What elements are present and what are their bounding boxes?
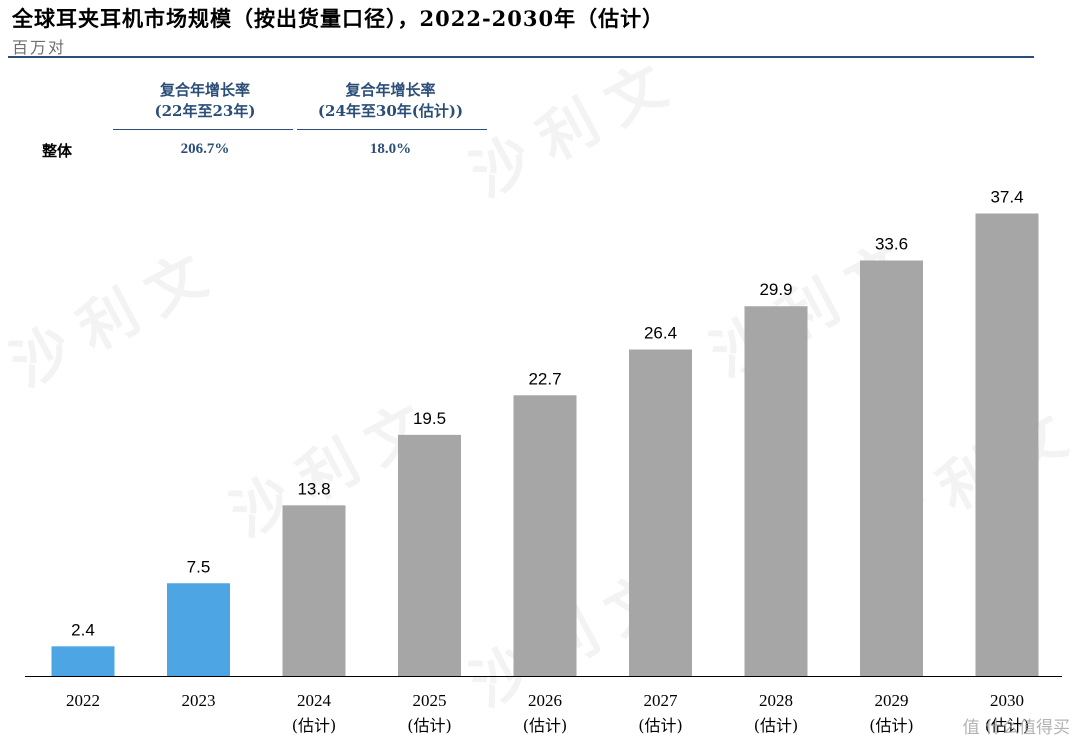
data-label-2026: 22.7 bbox=[528, 369, 561, 388]
bar-2023 bbox=[167, 583, 230, 676]
data-label-2024: 13.8 bbox=[297, 479, 330, 498]
x-tick-sublabel-2029: (估计) bbox=[869, 716, 914, 735]
x-tick-sublabel-2030: (估计) bbox=[985, 716, 1030, 735]
x-tick-label-2027: 2027 bbox=[644, 691, 679, 710]
x-tick-sublabel-2027: (估计) bbox=[638, 716, 683, 735]
cagr-value-2: 18.0% bbox=[369, 141, 412, 157]
x-tick-sublabel-2024: (估计) bbox=[292, 716, 337, 735]
cagr-header-underline-2 bbox=[297, 129, 487, 130]
cagr-header-1-line-2: (22年至23年) bbox=[154, 102, 256, 120]
title-rule bbox=[8, 56, 1034, 58]
bar-2026 bbox=[513, 395, 577, 676]
x-tick-label-2022: 2022 bbox=[66, 691, 100, 710]
bar-2027 bbox=[629, 349, 692, 676]
data-label-2025: 19.5 bbox=[413, 409, 446, 428]
data-label-2028: 29.9 bbox=[759, 280, 792, 299]
bar-2025 bbox=[398, 434, 461, 676]
bar-2022 bbox=[51, 646, 115, 676]
cagr-value-1: 206.7% bbox=[180, 141, 230, 157]
cagr-header-2-line-2: (24年至30年(估计)) bbox=[317, 102, 464, 120]
cagr-header-2: 复合年增长率 (24年至30年(估计)) bbox=[298, 80, 483, 122]
cagr-row-label: 整体 bbox=[42, 142, 73, 160]
x-tick-sublabel-2026: (估计) bbox=[523, 716, 568, 735]
bar-2030 bbox=[975, 213, 1039, 676]
cagr-header-2-line-1: 复合年增长率 bbox=[345, 81, 436, 99]
cagr-header-underline-1 bbox=[113, 129, 293, 130]
unit-label: 百万对 bbox=[12, 38, 67, 57]
corner-logo: 值 什么值得买 bbox=[962, 718, 1070, 738]
x-tick-label-2028: 2028 bbox=[759, 691, 793, 710]
x-tick-label-2023: 2023 bbox=[182, 691, 216, 710]
bar-2024 bbox=[282, 505, 346, 676]
x-tick-sublabel-2025: (估计) bbox=[407, 716, 452, 735]
data-label-2023: 7.5 bbox=[187, 557, 211, 576]
cagr-header-1: 复合年增长率 (22年至23年) bbox=[120, 80, 290, 122]
cagr-header-1-line-1: 复合年增长率 bbox=[159, 81, 250, 99]
x-tick-label-2024: 2024 bbox=[297, 691, 332, 710]
x-tick-label-2026: 2026 bbox=[528, 691, 562, 710]
chart-title: 全球耳夹耳机市场规模（按出货量口径），2022-2030年（估计） bbox=[12, 6, 665, 31]
data-label-2027: 26.4 bbox=[644, 324, 677, 343]
bar-2029 bbox=[860, 260, 923, 676]
x-tick-sublabel-2028: (估计) bbox=[754, 716, 799, 735]
bar-2028 bbox=[744, 306, 808, 676]
x-tick-label-2029: 2029 bbox=[875, 691, 909, 710]
x-tick-label-2025: 2025 bbox=[413, 691, 447, 710]
data-label-2029: 33.6 bbox=[875, 234, 908, 253]
data-label-2022: 2.4 bbox=[71, 620, 95, 639]
data-label-2030: 37.4 bbox=[990, 188, 1023, 207]
x-tick-label-2030: 2030 bbox=[990, 691, 1024, 710]
